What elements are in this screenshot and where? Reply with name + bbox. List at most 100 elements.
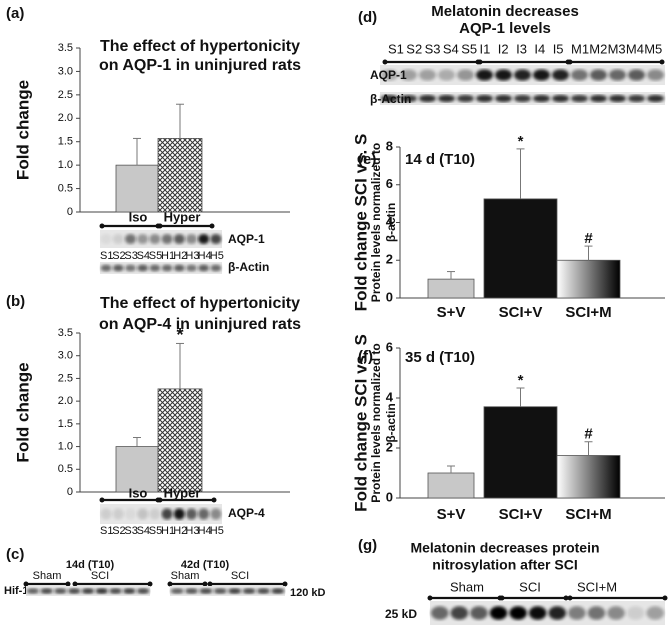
blot-band: [551, 94, 570, 103]
blot-row-label: AQP-1: [370, 68, 407, 82]
blot-band: [489, 606, 508, 620]
y-axis-label: Protein levels normalized to: [369, 343, 383, 502]
bracket-end: [477, 59, 483, 65]
bracket-end: [65, 581, 71, 587]
lane-label: H4: [198, 250, 212, 262]
blot-band: [470, 606, 488, 620]
time-label: 14d (T10): [66, 559, 115, 571]
lane-label: H3: [185, 250, 199, 262]
chart-title: The effect of hypertonicity: [100, 295, 300, 312]
lane-label: S5: [149, 250, 162, 262]
group-label: Sham: [450, 579, 484, 594]
lane-label: S3: [425, 41, 441, 56]
chart-title: on AQP-4 in uninjured rats: [99, 316, 301, 333]
blot-title: AQP-1 levels: [459, 20, 551, 37]
blot-band: [112, 264, 124, 272]
bracket-end: [662, 595, 668, 601]
y-tick-label: 1.5: [58, 418, 73, 430]
bracket-end: [659, 59, 665, 65]
blot-band: [213, 588, 227, 594]
y-tick-label: 0: [67, 206, 73, 218]
blot-band: [437, 69, 456, 81]
blot-band: [100, 233, 112, 245]
y-axis-label: Fold change: [13, 362, 32, 462]
lane-label: S4: [137, 250, 150, 262]
blot-band: [173, 508, 185, 520]
blot-title: Melatonin decreases protein: [410, 540, 599, 556]
blot-band: [475, 69, 494, 81]
bar: [157, 138, 203, 213]
bracket-end: [147, 581, 153, 587]
lane-label: H5: [210, 250, 224, 262]
lane-label: I4: [534, 41, 545, 56]
y-tick-label: 0.5: [58, 463, 73, 475]
blot-band: [210, 233, 222, 245]
lane-label: S1: [388, 41, 404, 56]
blot-band: [513, 69, 532, 81]
lane-label: S2: [112, 525, 125, 537]
bracket-end: [563, 595, 569, 601]
x-tick-label: SCI+V: [499, 304, 543, 321]
bracket-end: [211, 497, 217, 503]
y-tick-label: 8: [386, 138, 393, 153]
bar: [427, 278, 475, 299]
chart-title: 35 d (T10): [405, 349, 475, 366]
group-label: SCI: [91, 570, 109, 582]
panel-label: (b): [6, 293, 25, 310]
blot-band: [54, 588, 67, 594]
blot-band: [456, 94, 475, 103]
blot-band: [256, 588, 270, 594]
lane-label: S4: [443, 41, 459, 56]
blot-band: [100, 508, 112, 520]
blot-band: [607, 606, 625, 620]
lane-label: H2: [173, 250, 187, 262]
blot-band: [418, 94, 437, 103]
x-tick-label: Hyper: [164, 485, 201, 500]
blot-band: [161, 508, 173, 520]
blot-band: [210, 508, 222, 520]
bracket-end: [567, 595, 573, 601]
lane-label: I2: [498, 41, 509, 56]
blot-band: [646, 94, 665, 103]
size-label: 25 kD: [385, 607, 417, 621]
y-tick-label: 1.5: [58, 136, 73, 148]
panel-label: (f): [358, 348, 373, 365]
x-tick-label: S+V: [437, 506, 466, 523]
bar: [115, 446, 159, 493]
bracket-end: [382, 59, 388, 65]
y-axis-label: β-actin: [384, 403, 398, 442]
blot-band: [627, 69, 646, 81]
bracket-end: [99, 223, 105, 229]
bracket-end: [167, 581, 173, 587]
lane-label: I1: [480, 41, 491, 56]
lane-label: S3: [124, 525, 137, 537]
blot-band: [210, 264, 222, 272]
significance-marker: *: [518, 133, 524, 150]
blot-band: [149, 508, 161, 520]
bar: [157, 388, 203, 493]
blot-band: [450, 606, 469, 620]
bracket-end: [209, 223, 215, 229]
blot-band: [173, 233, 185, 245]
y-axis-label: Protein levels normalized to: [369, 143, 383, 302]
blot-band: [399, 69, 418, 81]
x-tick-label: SCI+M: [565, 506, 611, 523]
panel-label: (g): [358, 537, 377, 554]
chart-title: 14 d (T10): [405, 151, 475, 168]
blot-band: [109, 588, 122, 594]
blot-band: [568, 606, 586, 620]
blot-band: [380, 69, 399, 81]
y-tick-label: 3.5: [58, 42, 73, 54]
lane-label: H5: [210, 525, 224, 537]
blot-background: [170, 586, 285, 596]
y-tick-label: 0: [386, 289, 393, 304]
blot-band: [399, 94, 418, 103]
bracket-end: [282, 581, 288, 587]
bracket-end: [72, 581, 78, 587]
y-tick-label: 2: [386, 252, 393, 267]
x-tick-label: Hyper: [164, 209, 201, 224]
blot-band: [81, 588, 95, 594]
bracket-end: [207, 581, 213, 587]
blot-band: [271, 588, 285, 594]
